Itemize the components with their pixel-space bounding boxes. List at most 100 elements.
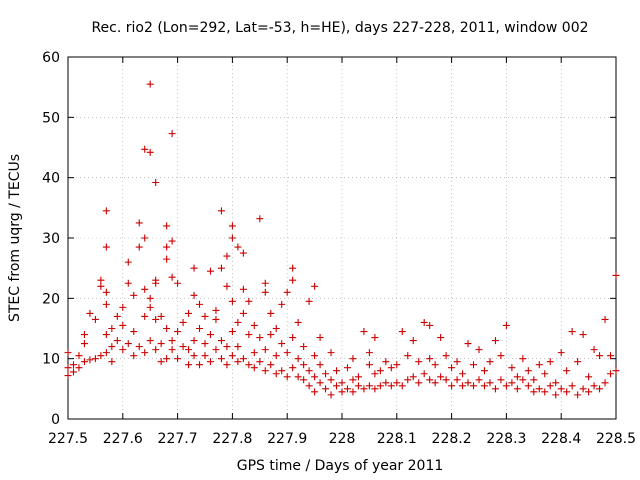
data-point: [130, 352, 138, 360]
data-point: [387, 364, 395, 372]
data-point: [343, 385, 351, 393]
data-point: [590, 382, 598, 390]
data-point: [508, 379, 516, 387]
data-point: [152, 178, 160, 186]
data-point: [426, 321, 434, 329]
data-point: [448, 382, 456, 390]
data-point: [349, 376, 357, 384]
data-point: [311, 352, 319, 360]
data-point: [497, 352, 505, 360]
data-point: [585, 373, 593, 381]
data-point: [135, 343, 143, 351]
data-point: [102, 349, 110, 357]
data-point: [196, 361, 204, 369]
data-point: [108, 325, 116, 332]
data-point: [426, 355, 434, 363]
data-point: [157, 340, 165, 348]
data-point: [239, 309, 247, 317]
data-point: [97, 276, 105, 284]
data-point: [431, 361, 439, 369]
data-point: [437, 334, 445, 342]
data-point: [206, 331, 214, 339]
data-point: [261, 367, 269, 375]
data-point: [513, 373, 521, 381]
data-point: [354, 373, 362, 381]
x-tick-label: 228.5: [596, 431, 636, 447]
data-point: [119, 303, 127, 311]
x-axis-label: GPS time / Days of year 2011: [237, 458, 444, 474]
data-point: [201, 312, 209, 320]
data-point: [563, 388, 571, 396]
data-point: [217, 264, 225, 272]
data-point: [135, 243, 143, 251]
data-point: [289, 276, 297, 284]
x-tick-label: 228.4: [541, 431, 581, 447]
data-point: [294, 318, 302, 326]
data-point: [163, 255, 171, 263]
data-point: [97, 282, 105, 290]
data-point: [535, 361, 543, 369]
data-point: [168, 273, 176, 281]
data-point: [453, 376, 461, 384]
data-point: [278, 300, 286, 308]
data-point: [491, 385, 499, 393]
data-point: [607, 370, 615, 378]
data-point: [283, 373, 291, 381]
data-point: [272, 370, 280, 378]
data-point: [557, 349, 565, 357]
data-point: [311, 282, 319, 290]
data-point: [256, 358, 264, 366]
data-point: [404, 376, 412, 384]
data-point: [541, 370, 549, 378]
data-point: [163, 355, 171, 363]
data-point: [289, 364, 297, 372]
data-point: [75, 364, 83, 372]
data-point: [333, 382, 341, 390]
data-point: [223, 361, 231, 369]
data-point: [223, 343, 231, 351]
x-tick-label: 228.1: [377, 431, 417, 447]
data-point: [80, 331, 88, 339]
data-point: [69, 361, 77, 369]
data-point: [563, 367, 571, 375]
data-point: [119, 321, 127, 329]
data-point: [343, 364, 351, 372]
data-point: [535, 385, 543, 393]
data-point: [141, 312, 149, 320]
x-tick-label: 227.7: [158, 431, 198, 447]
data-point: [568, 328, 576, 336]
y-tick-label: 20: [42, 291, 60, 307]
data-point: [86, 309, 94, 317]
data-point: [113, 337, 121, 345]
data-point: [552, 391, 560, 399]
data-point: [513, 385, 521, 393]
data-point: [382, 379, 390, 387]
data-point: [607, 352, 615, 360]
data-point: [212, 306, 220, 314]
data-point: [475, 346, 483, 354]
data-point: [502, 382, 510, 390]
data-point: [179, 343, 187, 351]
data-point: [108, 343, 116, 351]
data-point: [333, 367, 341, 375]
data-point: [480, 367, 488, 375]
data-point: [393, 379, 401, 387]
data-point: [574, 391, 582, 399]
data-point: [480, 382, 488, 390]
data-point: [75, 352, 83, 360]
data-point: [272, 325, 280, 332]
data-point: [398, 382, 406, 390]
data-point: [546, 382, 554, 390]
y-tick-label: 40: [42, 171, 60, 187]
data-point: [212, 346, 220, 354]
data-point: [393, 361, 401, 369]
data-point: [327, 391, 335, 399]
data-point: [442, 376, 450, 384]
data-point: [217, 337, 225, 345]
data-point: [64, 372, 72, 380]
data-point: [491, 337, 499, 345]
data-point: [365, 382, 373, 390]
data-point: [475, 376, 483, 384]
data-point: [190, 264, 198, 272]
